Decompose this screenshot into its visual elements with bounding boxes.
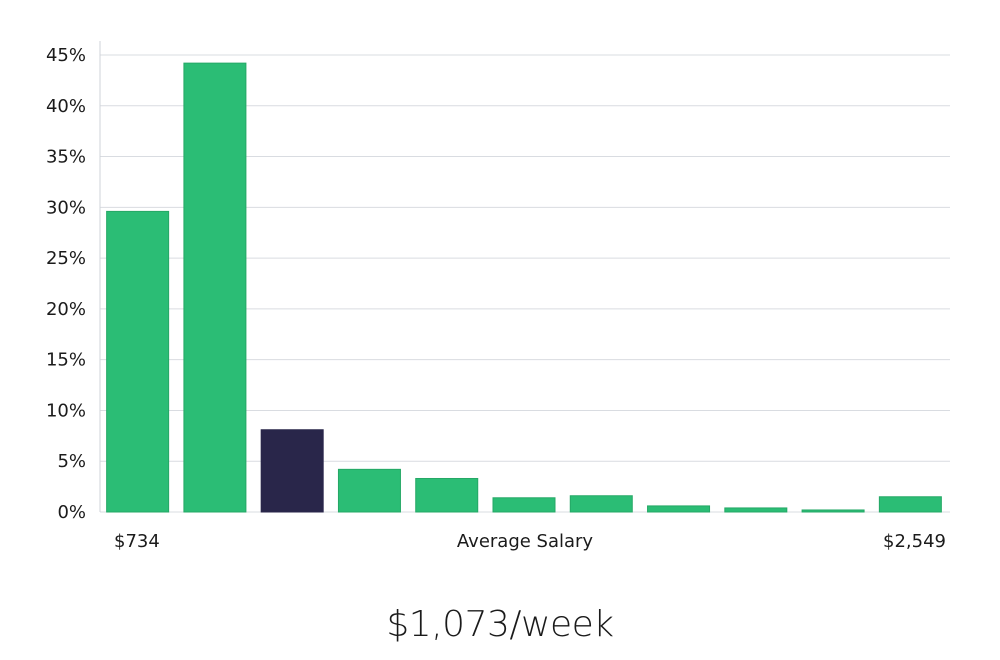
bar — [337, 468, 401, 513]
bar — [569, 495, 633, 513]
y-tick-label: 30% — [46, 197, 86, 218]
y-tick-label: 10% — [46, 400, 86, 421]
bar-highlighted — [260, 429, 324, 513]
average-salary-value: $1,073/week — [386, 604, 614, 645]
chart-svg: 0% 5% 10% 15% 20% 25% 30% 35% 40% 45% $734 Average … — [46, 41, 950, 552]
y-tick-label: 0% — [57, 502, 86, 523]
x-max-label: $2,549 — [883, 531, 946, 552]
salary-distribution-chart: 0% 5% 10% 15% 20% 25% 30% 35% 40% 45% $734 Average … — [46, 41, 950, 552]
y-tick-label: 40% — [46, 96, 86, 117]
x-axis-title: Average Salary — [457, 531, 594, 552]
bar — [878, 496, 942, 513]
x-min-label: $734 — [114, 531, 160, 552]
y-tick-label: 35% — [46, 147, 86, 168]
y-tick-label: 5% — [57, 451, 86, 472]
bar — [106, 210, 170, 513]
bar — [647, 505, 711, 513]
bar — [183, 62, 247, 513]
bar — [415, 477, 479, 513]
bar — [801, 509, 865, 513]
y-tick-label: 25% — [46, 248, 86, 269]
y-tick-label: 20% — [46, 299, 86, 320]
y-tick-label: 45% — [46, 45, 86, 66]
bar — [492, 497, 556, 513]
y-tick-label: 15% — [46, 350, 86, 371]
bar — [724, 507, 788, 513]
